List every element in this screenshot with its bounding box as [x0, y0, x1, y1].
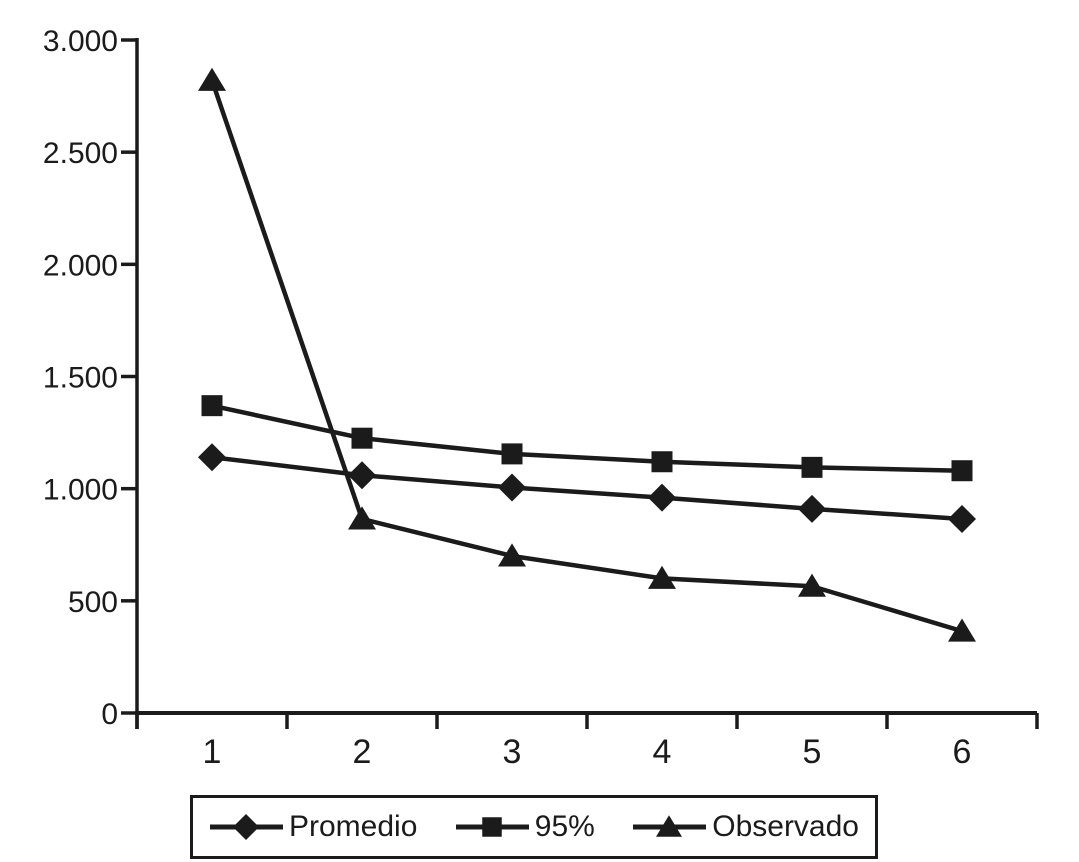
- legend-item-observado: Observado: [632, 810, 859, 844]
- svg-text:5: 5: [803, 733, 822, 771]
- svg-text:4: 4: [653, 733, 672, 771]
- legend-label-95pct: 95%: [534, 810, 595, 843]
- square-icon: [455, 817, 529, 837]
- svg-text:2.500: 2.500: [43, 137, 118, 170]
- svg-text:3: 3: [503, 733, 522, 771]
- svg-text:1.000: 1.000: [43, 474, 118, 507]
- legend-item-promedio: Promedio: [209, 810, 417, 844]
- svg-text:3.000: 3.000: [43, 25, 118, 58]
- legend-label-promedio: Promedio: [289, 810, 418, 843]
- svg-text:500: 500: [68, 586, 118, 619]
- svg-text:1.500: 1.500: [43, 362, 118, 395]
- svg-text:1: 1: [203, 733, 222, 771]
- svg-text:6: 6: [953, 733, 972, 771]
- diamond-icon: [210, 814, 283, 840]
- svg-text:0: 0: [101, 698, 118, 731]
- legend-item-95pct: 95%: [455, 810, 595, 844]
- legend: Promedio 95% Observado: [190, 795, 878, 859]
- svg-text:2: 2: [353, 733, 372, 771]
- triangle-icon: [633, 815, 707, 837]
- svg-text:2.000: 2.000: [43, 249, 118, 282]
- legend-label-observado: Observado: [712, 810, 859, 843]
